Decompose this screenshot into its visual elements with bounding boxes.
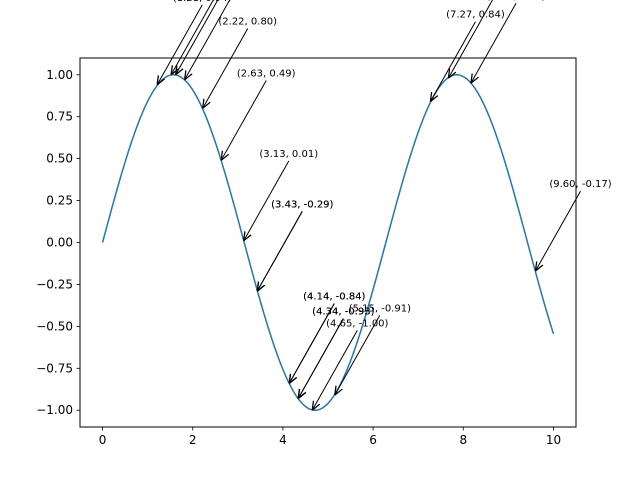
annotation-arrow [289, 303, 335, 384]
annotation-label: (3.13, 0.01) [259, 149, 318, 160]
y-tick-label: 0.75 [46, 110, 73, 124]
x-tick-label: 6 [369, 433, 377, 447]
annotation-label: (2.22, 0.80) [218, 16, 277, 27]
annotation-label: (4.34, -0.93) [312, 307, 374, 318]
annotation-arrow [203, 28, 249, 108]
y-tick-label: −0.75 [36, 361, 73, 375]
annotation-label: (9.60, -0.17) [549, 179, 611, 190]
annotation-label: (3.43, -0.29) [271, 199, 333, 210]
y-tick-label: −0.50 [36, 319, 73, 333]
tick-layer: 0 2 4 6 8 10 1.00 0.75 0.50 0.25 0.00 −0.25 −0.50 −0.… [36, 68, 561, 447]
annotation-arrow [535, 190, 581, 271]
x-tick-label: 8 [459, 433, 467, 447]
annotation-arrow [471, 3, 517, 83]
annotation-label: (4.65, -1.00) [326, 318, 388, 329]
x-tick-label: 4 [279, 433, 287, 447]
annotation-arrow [335, 315, 381, 395]
annotation-arrow [448, 0, 494, 78]
x-tick-label: 0 [99, 433, 107, 447]
annotation-arrow [157, 4, 203, 85]
annotation-arrow [244, 160, 290, 241]
annotation-label: (4.14, -0.84) [303, 292, 365, 303]
annotation-label: (1.21, 0.94) [173, 0, 232, 4]
y-tick-label: 1.00 [46, 68, 73, 82]
annotation-label: (5.15, -0.91) [349, 303, 411, 314]
y-tick-label: 0.50 [46, 152, 73, 166]
annotation-arrow [176, 0, 219, 75]
annotation-arrow [221, 80, 267, 160]
annotation-arrow [298, 318, 344, 399]
y-tick-label: 0.25 [46, 194, 73, 208]
annotation-arrow [257, 211, 303, 291]
annotation-label: (2.63, 0.49) [237, 68, 296, 79]
annotation-arrow [430, 21, 476, 102]
x-tick-label: 2 [189, 433, 197, 447]
annotation-label: (8.17, 0.95) [487, 0, 546, 2]
y-tick-label: −0.25 [36, 277, 73, 291]
annotation-layer: (1.21, 0.94)(1.62, 1.00)(1.52, 1.00)(1.8… [157, 0, 612, 410]
x-tick-label: 10 [546, 433, 561, 447]
annotation-arrow [312, 330, 358, 410]
annotation-label: (4.34, -0.93) [312, 307, 374, 318]
annotation-label: (4.14, -0.84) [303, 292, 365, 303]
annotation-label: (3.43, -0.29) [271, 199, 333, 210]
annotation-arrow [171, 0, 214, 75]
y-tick-label: 0.00 [46, 236, 73, 250]
annotation-label: (7.27, 0.84) [446, 10, 505, 21]
annotation-arrow [185, 0, 231, 80]
y-tick-label: −1.00 [36, 403, 73, 417]
